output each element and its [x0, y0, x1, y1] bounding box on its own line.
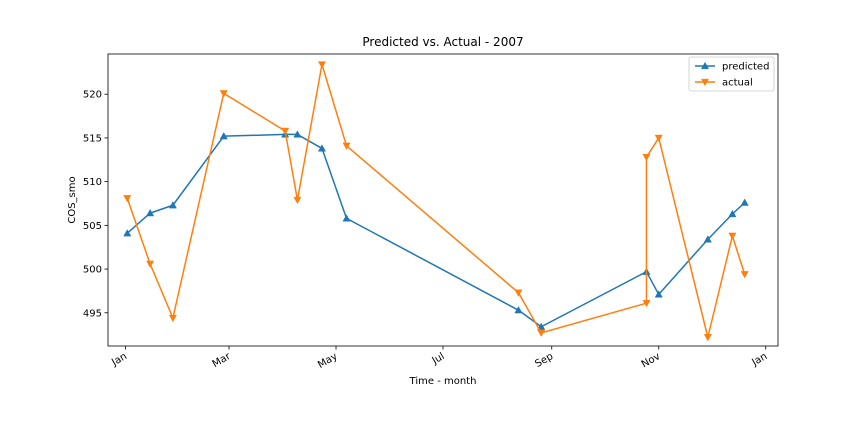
predicted-point: [146, 208, 155, 217]
actual-point: [219, 90, 228, 98]
actual-point: [123, 195, 132, 203]
actual-point: [281, 127, 290, 136]
y-tick-label: 505: [83, 221, 102, 232]
predicted-point: [740, 198, 749, 206]
x-tick-label: May: [316, 351, 339, 371]
actual-point: [654, 134, 663, 143]
x-tick-label: Nov: [640, 351, 662, 370]
actual-point: [642, 154, 651, 162]
actual-line: [126, 63, 746, 339]
predicted-line: [126, 133, 746, 328]
actual-point: [317, 61, 327, 69]
predicted-point: [537, 322, 546, 330]
x-tick-label: Jan: [109, 351, 129, 369]
x-tick-label: Jul: [430, 351, 447, 367]
predicted-point: [219, 132, 228, 140]
actual-point: [293, 196, 302, 205]
x-tick-label: Jan: [750, 351, 770, 369]
actual-point: [146, 260, 155, 268]
x-axis: Jan Mar May Jul Sep Nov Jan: [109, 346, 769, 371]
predicted-point: [514, 306, 523, 314]
y-tick-label: 520: [83, 90, 102, 101]
y-tick-label: 515: [83, 133, 102, 144]
actual-point: [703, 334, 712, 342]
actual-point: [728, 232, 737, 240]
y-tick-label: 510: [83, 177, 102, 188]
predicted-series: [123, 130, 749, 330]
actual-point: [642, 300, 651, 308]
plot-frame: [107, 53, 779, 347]
predicted-point: [654, 290, 663, 298]
predicted-point: [293, 130, 302, 138]
actual-point: [168, 314, 177, 323]
x-axis-title: Time - month: [409, 376, 477, 387]
predicted-point: [317, 144, 327, 152]
actual-point: [514, 289, 523, 297]
x-tick-label: Sep: [533, 351, 555, 370]
y-tick-label: 495: [83, 308, 102, 319]
predicted-point: [123, 229, 132, 237]
actual-point: [342, 142, 351, 150]
x-tick-label: Mar: [211, 351, 234, 370]
predicted-point: [342, 214, 351, 222]
predicted-point: [728, 209, 737, 218]
plot-area: [123, 61, 749, 342]
actual-point: [537, 329, 546, 338]
predicted-point: [168, 201, 177, 209]
actual-point: [700, 78, 710, 87]
legend-label: actual: [722, 78, 753, 89]
chart-title: Predicted vs. Actual - 2007: [362, 35, 523, 49]
y-axis: 495 500 505 510 515 520: [83, 90, 108, 319]
legend-label: predicted: [722, 62, 769, 73]
y-tick-label: 500: [83, 265, 102, 276]
y-axis-title: COS_smo: [67, 176, 78, 223]
actual-series: [123, 61, 749, 342]
predicted-point: [703, 235, 712, 243]
predicted-point: [700, 61, 710, 70]
legend: predicted actual: [688, 56, 775, 92]
actual-point: [740, 271, 749, 279]
